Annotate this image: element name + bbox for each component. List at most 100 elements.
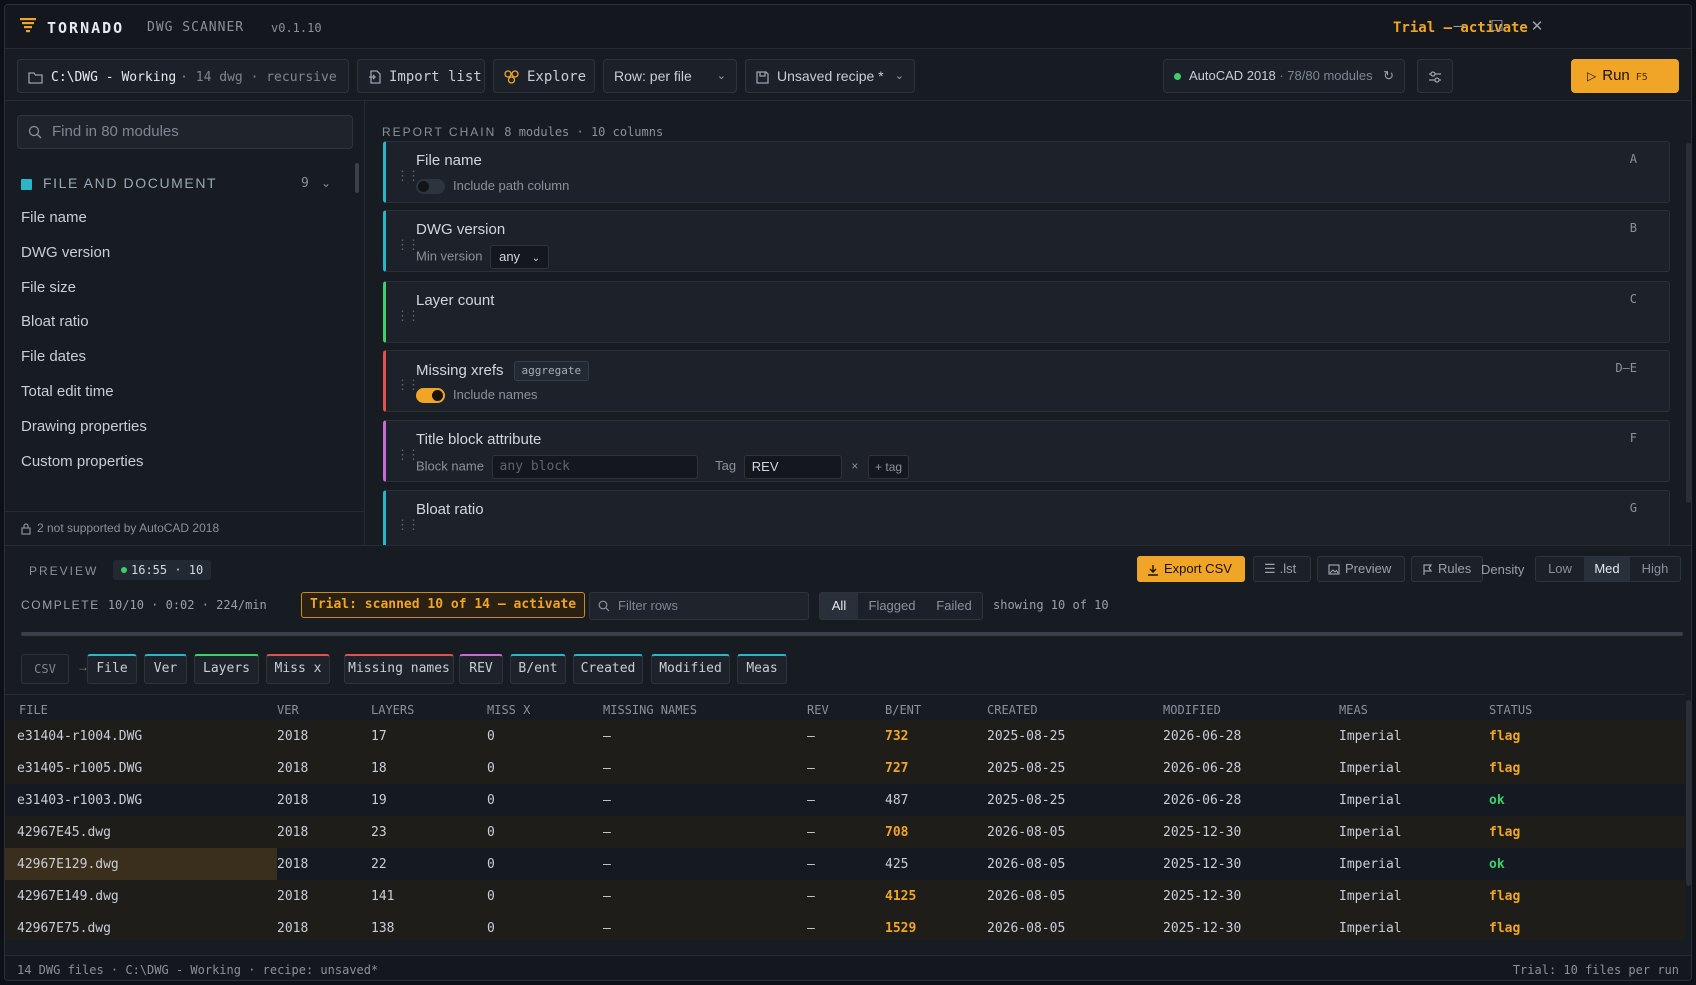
drag-handle-icon[interactable]: ⋮⋮ (396, 168, 420, 183)
image-icon (1328, 564, 1340, 575)
table-cell: 2026-08-05 (987, 889, 1066, 904)
module-item[interactable]: File size (21, 279, 77, 296)
include-path-toggle[interactable] (416, 179, 445, 195)
density-med[interactable]: Med (1584, 557, 1630, 581)
column-chip[interactable]: Missing names (344, 654, 454, 684)
column-header[interactable]: VER (277, 703, 299, 717)
remove-tag-icon[interactable]: × (851, 459, 859, 474)
refresh-icon[interactable]: ↻ (1383, 68, 1394, 83)
category-file-and-document[interactable]: FILE AND DOCUMENT 9 ⌄ (21, 175, 341, 195)
module-item[interactable]: File name (21, 209, 87, 226)
table-scrollbar[interactable] (1686, 700, 1691, 886)
column-chip[interactable]: Ver (144, 654, 187, 684)
chain-card-missing-xrefs[interactable]: ⋮⋮ Missing xrefs aggregate D–E Include na… (383, 350, 1670, 412)
column-chip[interactable]: Miss x (266, 654, 330, 684)
column-chip[interactable]: REV (459, 654, 503, 684)
column-chip[interactable]: Created (573, 654, 643, 684)
autocad-name: AutoCAD 2018 (1189, 68, 1276, 83)
chain-card-title-block-attribute[interactable]: ⋮⋮ Title block attribute F Block name an… (383, 420, 1670, 482)
status-badge: ok (1489, 857, 1505, 872)
min-version-select[interactable]: any ⌄ (490, 245, 550, 269)
tab-flagged[interactable]: Flagged (868, 598, 916, 613)
sidebar-scrollbar[interactable] (355, 163, 359, 193)
chain-card-file-name[interactable]: ⋮⋮ File name A Include path column (383, 141, 1670, 203)
filter-rows-input[interactable]: Filter rows (589, 592, 809, 620)
module-item[interactable]: Bloat ratio (21, 313, 89, 330)
table-cell: — (807, 889, 815, 904)
column-chip[interactable]: File (87, 654, 137, 684)
drag-handle-icon[interactable]: ⋮⋮ (396, 377, 420, 392)
rules-button[interactable]: Rules (1411, 556, 1483, 582)
minimize-icon[interactable]: ─ (1453, 18, 1465, 35)
tab-failed[interactable]: Failed (936, 598, 972, 613)
table-row[interactable]: 42967E129.dwg 2018 22 0 — — 425 2026-08-05 2025-… (5, 848, 1685, 882)
module-item[interactable]: DWG version (21, 244, 111, 261)
table-cell: — (603, 857, 611, 872)
maximize-icon[interactable]: ☐ (1490, 18, 1504, 35)
tag-input[interactable]: REV (743, 455, 842, 479)
chain-card-dwg-version[interactable]: ⋮⋮ DWG version B Min version any ⌄ (383, 210, 1670, 272)
module-item[interactable]: Drawing properties (21, 418, 147, 435)
column-header[interactable]: B/ENT (885, 703, 922, 717)
column-header[interactable]: MISS X (487, 703, 531, 717)
table-cell: 487 (885, 793, 909, 808)
card-options: Include path column (416, 178, 569, 195)
table-cell: Imperial (1339, 729, 1402, 744)
autocad-status[interactable]: AutoCAD 2018 · 78/80 modules ↻ (1163, 59, 1405, 93)
block-name-input[interactable]: any block (491, 455, 698, 479)
folder-picker-button[interactable]: C:\DWG - Working · 14 dwg · recursive (17, 59, 349, 93)
column-header[interactable]: LAYERS (371, 703, 415, 717)
table-row[interactable]: e31404-r1004.DWG 2018 17 0 — — 732 2025-08-25 20… (5, 720, 1685, 754)
recipe-select[interactable]: Unsaved recipe * ⌄ (745, 59, 915, 93)
drag-handle-icon[interactable]: ⋮⋮ (396, 517, 420, 532)
module-item[interactable]: File dates (21, 348, 87, 365)
trial-scanned-chip[interactable]: Trial: scanned 10 of 14 — activate (301, 592, 586, 618)
column-header[interactable]: MEAS (1339, 703, 1368, 717)
preview-button-label: Preview (1345, 561, 1392, 576)
density-high[interactable]: High (1641, 561, 1669, 576)
column-chip[interactable]: Meas (737, 654, 787, 684)
table-row[interactable]: 42967E149.dwg 2018 141 0 — — 4125 2026-08-05 202… (5, 880, 1685, 914)
run-button[interactable]: ▷ Run F5 (1571, 59, 1679, 93)
column-letter: F (1629, 431, 1637, 445)
column-letter: A (1629, 152, 1637, 166)
table-cell: Imperial (1339, 921, 1402, 936)
drag-handle-icon[interactable]: ⋮⋮ (396, 308, 420, 323)
column-header[interactable]: MODIFIED (1163, 703, 1221, 717)
include-names-toggle[interactable] (416, 388, 445, 404)
column-chip[interactable]: Layers (194, 654, 259, 684)
chain-card-layer-count[interactable]: ⋮⋮ Layer count C (383, 281, 1670, 343)
chain-card-bloat-ratio[interactable]: ⋮⋮ Bloat ratio G (383, 490, 1670, 545)
module-search-input[interactable]: Find in 80 modules (17, 115, 353, 149)
chain-scrollbar[interactable] (1686, 143, 1691, 503)
settings-button[interactable] (1417, 59, 1453, 93)
column-header[interactable]: MISSING NAMES (603, 703, 697, 717)
column-chip[interactable]: B/ent (510, 654, 566, 684)
preview-button[interactable]: Preview (1317, 556, 1405, 582)
table-cell: 2026-06-28 (1163, 729, 1242, 744)
column-header[interactable]: CREATED (987, 703, 1038, 717)
module-item[interactable]: Total edit time (21, 383, 114, 400)
export-csv-button[interactable]: Export CSV (1137, 556, 1245, 582)
table-cell: — (603, 793, 611, 808)
row-mode-select[interactable]: Row: per file ⌄ (603, 59, 737, 93)
close-icon[interactable]: ✕ (1530, 18, 1544, 35)
drag-handle-icon[interactable]: ⋮⋮ (396, 237, 420, 252)
table-row[interactable]: 42967E75.dwg 2018 138 0 — — 1529 2026-08-05 2025… (5, 912, 1685, 940)
drag-handle-icon[interactable]: ⋮⋮ (396, 447, 420, 462)
column-header[interactable]: STATUS (1489, 703, 1533, 717)
add-tag-button[interactable]: + tag (868, 455, 910, 479)
explore-button[interactable]: Explore (493, 59, 595, 93)
density-low[interactable]: Low (1548, 561, 1572, 576)
import-list-button[interactable]: Import list (357, 59, 485, 93)
column-chip[interactable]: Modified (651, 654, 730, 684)
trial-activate-link[interactable]: Trial — activate (1393, 20, 1528, 36)
column-header[interactable]: REV (807, 703, 829, 717)
module-item[interactable]: Custom properties (21, 453, 144, 470)
tab-all[interactable]: All (820, 593, 858, 619)
table-row[interactable]: e31405-r1005.DWG 2018 18 0 — — 727 2025-08-25 20… (5, 752, 1685, 786)
lst-button[interactable]: ☰ .lst (1253, 556, 1311, 582)
table-row[interactable]: 42967E45.dwg 2018 23 0 — — 708 2026-08-05 2025-1… (5, 816, 1685, 850)
column-header[interactable]: FILE (19, 703, 48, 717)
table-row[interactable]: e31403-r1003.DWG 2018 19 0 — — 487 2025-08-25 20… (5, 784, 1685, 818)
